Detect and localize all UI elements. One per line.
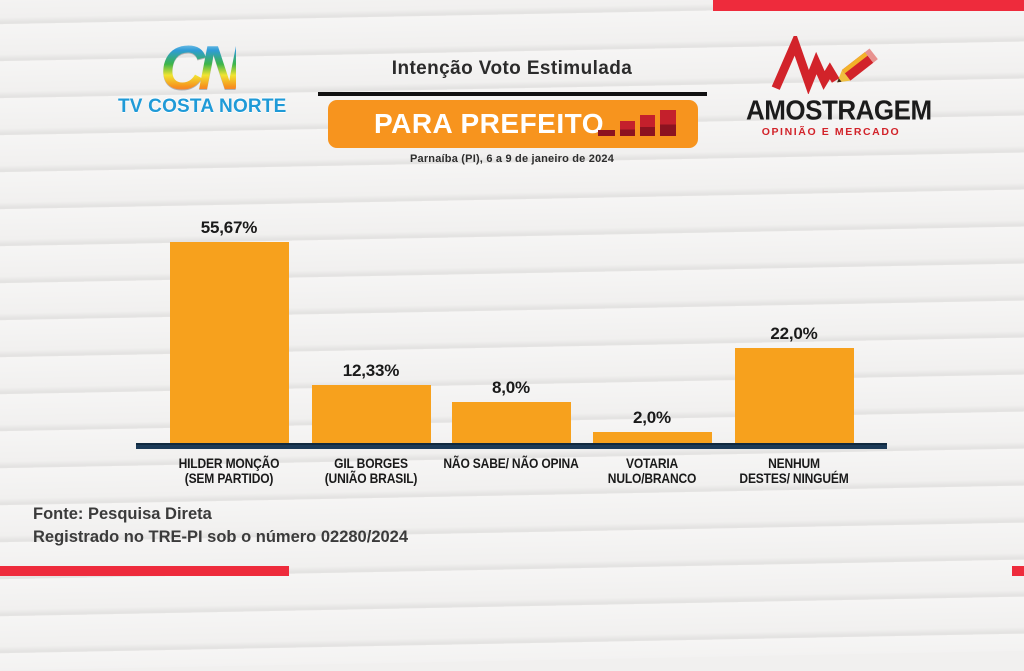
- bar-chart-icon-bar: [620, 121, 635, 136]
- chart-column-gil-borges: 12,33% GIL BORGES (UNIÃO BRASIL): [291, 361, 451, 486]
- bar-value-label: 12,33%: [342, 361, 400, 380]
- amostragem-mark-icon: [771, 31, 879, 95]
- category-label: GIL BORGES (UNIÃO BRASIL): [324, 455, 418, 487]
- category-label: VOTARIA NULO/BRANCO: [607, 455, 697, 487]
- amostragem-logo: AMOSTRAGEM OPINIÃO E MERCADO: [746, 31, 932, 138]
- corner-accent: [1012, 566, 1024, 576]
- category-label: HILDER MONÇÃO (SEM PARTIDO): [178, 455, 280, 487]
- bar: [311, 385, 431, 443]
- agency-tagline: OPINIÃO E MERCADO: [761, 126, 901, 138]
- chart-column-nulo-branco: 2,0% VOTARIA NULO/BRANCO: [572, 408, 732, 486]
- footer-registration: Registrado no TRE-PI sob o número 02280/…: [33, 528, 409, 546]
- category-label: NENHUM DESTES/ NINGUÉM: [739, 455, 849, 487]
- bar: [451, 402, 571, 443]
- para-prefeito-banner: PARA PREFEITO: [328, 100, 698, 148]
- category-label: NÃO SABE/ NÃO OPINA: [443, 455, 579, 471]
- footer: Fonte: Pesquisa Direta Registrado no TRE…: [33, 503, 408, 549]
- bar: [169, 242, 289, 443]
- pencil-icon: [837, 48, 879, 83]
- chart-baseline: [136, 443, 887, 449]
- chart-column-nenhum-destes: 22,0% NENHUM DESTES/ NINGUÉM: [714, 324, 874, 486]
- tv-logo-name: TV COSTA NORTE: [118, 96, 287, 117]
- bar-value-label: 55,67%: [200, 218, 258, 237]
- page-title: Intenção Voto Estimulada: [391, 58, 633, 79]
- bar-value-label: 2,0%: [633, 408, 671, 427]
- cn-monogram-icon: CN: [160, 34, 243, 103]
- bar: [734, 348, 854, 443]
- survey-subtitle: Parnaíba (PI), 6 a 9 de janeiro de 2024: [409, 153, 615, 165]
- title-underline: [318, 92, 707, 96]
- chart-column-hilder-moncao: 55,67% HILDER MONÇÃO (SEM PARTIDO): [149, 218, 309, 486]
- bar: [592, 432, 712, 443]
- tv-costa-norte-logo: CN TV COSTA NORTE: [118, 34, 287, 118]
- bar-chart-icon: [598, 110, 676, 136]
- bar-chart-icon-bar: [640, 115, 655, 136]
- poll-bar-chart: 55,67% HILDER MONÇÃO (SEM PARTIDO) 12,33…: [136, 218, 887, 486]
- bar-chart-icon-bar: [660, 110, 676, 136]
- bar-value-label: 8,0%: [492, 378, 530, 397]
- footer-source: Fonte: Pesquisa Direta: [33, 505, 212, 523]
- chart-column-nao-sabe: 8,0% NÃO SABE/ NÃO OPINA: [431, 378, 591, 471]
- banner-label: PARA PREFEITO: [374, 108, 605, 139]
- bar-chart-icon-bar: [598, 130, 615, 136]
- bottom-accent-bar: [0, 566, 289, 576]
- top-accent-bar: [713, 0, 1024, 11]
- agency-name: AMOSTRAGEM: [746, 94, 932, 126]
- bar-value-label: 22,0%: [770, 324, 818, 343]
